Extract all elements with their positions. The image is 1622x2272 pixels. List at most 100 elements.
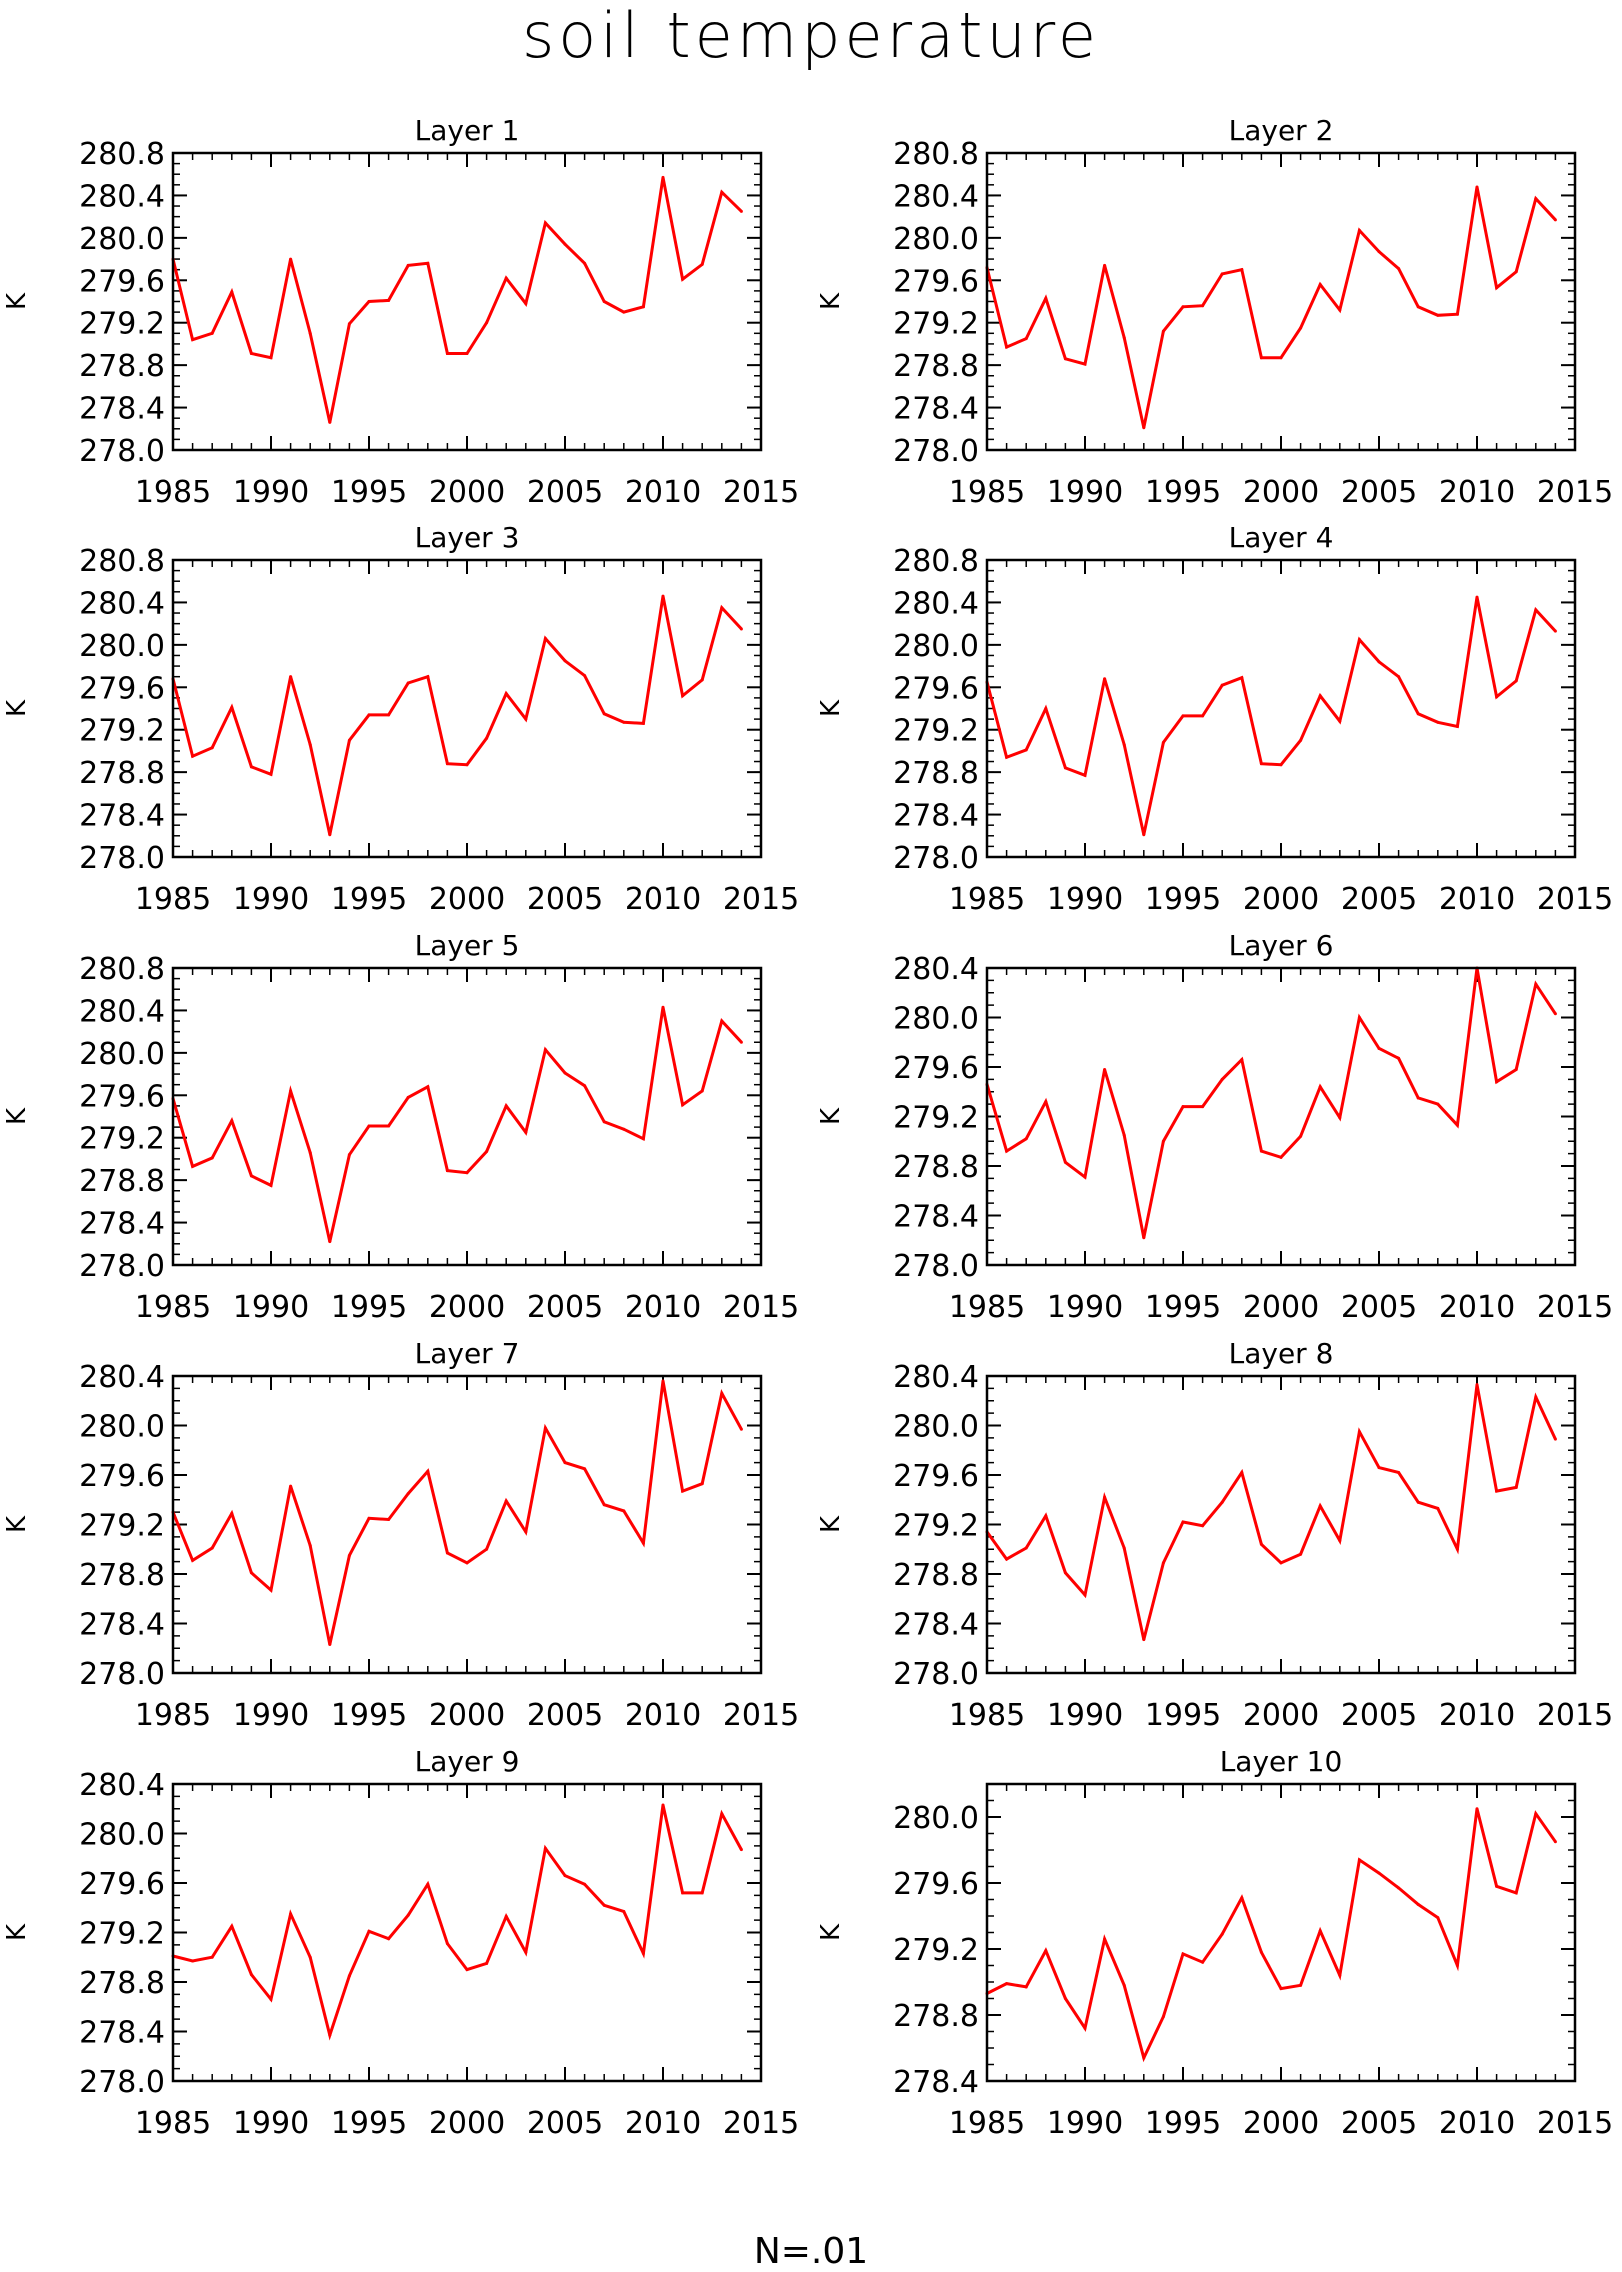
x-tick-label: 2005	[527, 475, 603, 510]
data-point	[1514, 1067, 1518, 1071]
data-point	[1279, 356, 1283, 360]
data-point	[1475, 595, 1479, 599]
x-tick-label: 1990	[1047, 475, 1123, 510]
data-point	[524, 1130, 528, 1134]
data-point	[1044, 1949, 1048, 1953]
data-point	[1142, 833, 1146, 837]
data-point	[1063, 766, 1067, 770]
data-point	[543, 221, 547, 225]
data-point	[504, 692, 508, 696]
minor-ticks	[172, 1783, 762, 2082]
data-point	[1514, 679, 1518, 683]
y-tick-label: 280.4	[893, 179, 979, 214]
data-point	[485, 736, 489, 740]
data-point	[1299, 738, 1303, 742]
data-point	[1083, 2026, 1087, 2030]
x-tick-label: 2010	[625, 1290, 701, 1325]
plot-frame	[985, 1374, 1577, 1675]
data-point	[191, 754, 195, 758]
data-point	[1279, 1987, 1283, 1991]
data-point	[681, 277, 685, 281]
x-tick-label: 2015	[723, 2106, 799, 2141]
data-point	[1201, 1524, 1205, 1528]
x-tick-label: 2015	[723, 1698, 799, 1733]
data-point	[641, 305, 645, 309]
y-axis-label: K	[816, 292, 846, 310]
data-point	[308, 1151, 312, 1155]
data-point	[465, 1171, 469, 1175]
data-point	[485, 1961, 489, 1965]
data-point	[1083, 1175, 1087, 1179]
x-tick-label: 2000	[1243, 1290, 1319, 1325]
data-point	[641, 1137, 645, 1141]
data-point	[1299, 1552, 1303, 1556]
data-point	[406, 681, 410, 685]
panel-title: Layer 6	[1229, 929, 1334, 962]
data-point	[1495, 695, 1499, 699]
data-point	[289, 1089, 293, 1093]
data-point	[1063, 1997, 1067, 2000]
data-point	[1397, 1056, 1401, 1060]
data-point	[269, 356, 273, 360]
data-point	[289, 675, 293, 679]
data-point	[347, 1974, 351, 1978]
minor-ticks	[172, 1375, 762, 1674]
y-tick-label: 278.8	[79, 756, 165, 791]
data-point	[1220, 683, 1224, 687]
plot-frame	[985, 966, 1577, 1267]
data-point	[347, 1153, 351, 1157]
data-point	[1259, 1149, 1263, 1153]
x-tick-label: 1990	[233, 475, 309, 510]
data-point	[563, 659, 567, 663]
data-point	[1181, 305, 1185, 309]
data-point	[1436, 1506, 1440, 1510]
data-point	[622, 1127, 626, 1131]
data-point	[602, 1903, 606, 1907]
x-tick-label: 1985	[949, 1290, 1025, 1325]
data-point	[485, 1150, 489, 1154]
y-tick-label: 279.2	[893, 714, 979, 749]
minor-ticks	[172, 967, 762, 1266]
data-point	[1553, 218, 1557, 222]
data-point	[1455, 725, 1459, 729]
y-axis-label: K	[2, 1107, 32, 1125]
y-tick-label: 278.0	[893, 1249, 979, 1284]
minor-ticks	[172, 559, 762, 858]
data-point	[1005, 755, 1009, 759]
y-tick-label: 280.8	[893, 544, 979, 579]
x-tick-label: 1985	[135, 1698, 211, 1733]
data-point	[1279, 1155, 1283, 1159]
data-points	[171, 1379, 743, 1647]
y-tick-label: 280.0	[79, 222, 165, 257]
x-tick-label: 1985	[135, 475, 211, 510]
y-tick-label: 280.0	[893, 1002, 979, 1037]
data-point	[230, 1119, 234, 1123]
x-tick-label: 2005	[527, 1698, 603, 1733]
y-tick-label: 280.0	[79, 1037, 165, 1072]
data-point	[1161, 1139, 1165, 1143]
data-point	[289, 257, 293, 261]
data-point	[504, 1104, 508, 1108]
data-point	[1416, 1096, 1420, 1100]
data-point	[1122, 1546, 1126, 1550]
data-point	[661, 1005, 665, 1009]
data-point	[1181, 714, 1185, 718]
data-point	[563, 1461, 567, 1465]
data-point	[583, 1882, 587, 1886]
plot-frame	[171, 1374, 763, 1675]
y-tick-label: 280.0	[893, 222, 979, 257]
y-tick-label: 278.4	[893, 1200, 979, 1235]
y-tick-label: 278.8	[893, 349, 979, 384]
data-point	[347, 738, 351, 742]
data-point	[1063, 1571, 1067, 1575]
data-point	[681, 694, 685, 698]
panel-title: Layer 8	[1229, 1337, 1334, 1370]
data-point	[700, 1482, 704, 1486]
series-line	[985, 967, 1557, 1239]
data-point	[1005, 1557, 1009, 1561]
data-points	[171, 1005, 743, 1244]
data-point	[1024, 1546, 1028, 1550]
x-tick-label: 1995	[331, 1290, 407, 1325]
minor-ticks	[986, 1783, 1576, 2082]
data-point	[1142, 2056, 1146, 2060]
